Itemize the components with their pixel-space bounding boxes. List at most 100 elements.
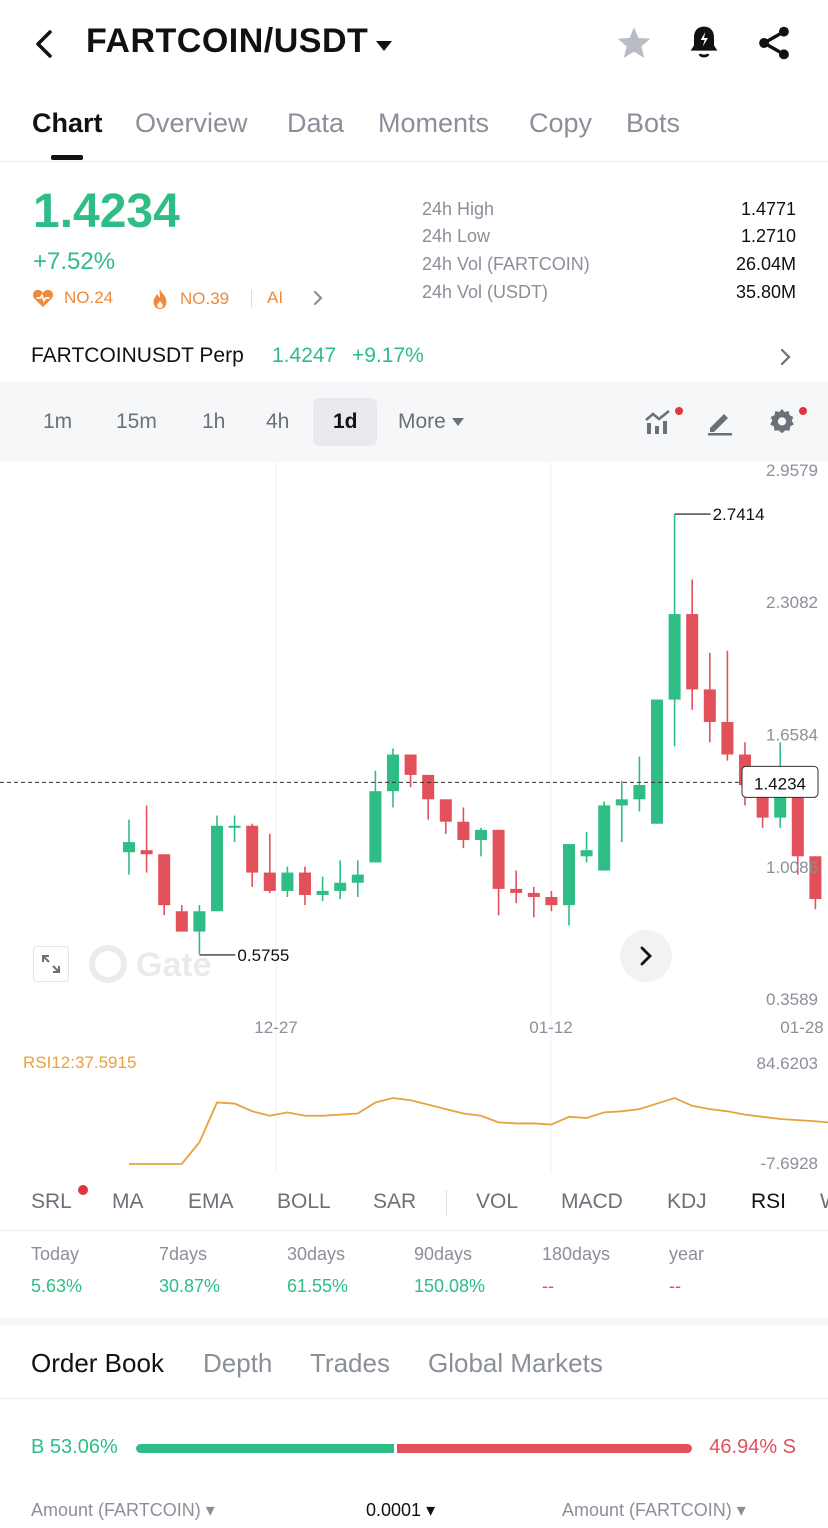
candle-body	[369, 791, 382, 863]
return-value-180d: --	[542, 1276, 554, 1296]
watermark-logo: Gate	[89, 945, 212, 984]
indicator-rsi[interactable]: RSI	[751, 1190, 787, 1213]
indicator-ma[interactable]: MA	[112, 1190, 144, 1213]
drawing-tool-button[interactable]	[706, 408, 734, 441]
rank-separator	[251, 290, 252, 308]
candle	[668, 514, 681, 747]
orderbook-col-ask-amount[interactable]: Amount (FARTCOIN) ▾	[562, 1500, 746, 1520]
candle	[334, 860, 347, 900]
candle-body	[598, 805, 611, 871]
rank-favorites-label: NO.24	[64, 288, 114, 307]
tab-bots[interactable]: Bots	[626, 108, 681, 138]
candle-body	[686, 614, 699, 690]
candle	[580, 831, 593, 863]
timeframe-1d[interactable]: 1d	[333, 410, 358, 433]
return-label-180d: 180days	[542, 1244, 611, 1264]
timeframe-1m[interactable]: 1m	[43, 410, 73, 433]
tab-trades[interactable]: Trades	[310, 1348, 390, 1378]
indicator-vol[interactable]: VOL	[476, 1190, 519, 1213]
orderbook-divider	[0, 1398, 828, 1399]
candle-body	[475, 829, 487, 841]
candle	[387, 748, 399, 808]
star-icon	[617, 27, 651, 58]
candle-body	[246, 825, 259, 873]
chevron-left-icon	[36, 30, 52, 58]
tab-copy[interactable]: Copy	[529, 108, 593, 138]
candle	[615, 780, 628, 843]
x-tick-label: 12-27	[254, 1018, 297, 1037]
price-alert-button[interactable]	[688, 24, 720, 65]
indicator-sar[interactable]: SAR	[373, 1190, 417, 1213]
candle-body	[651, 699, 663, 824]
tab-moments[interactable]: Moments	[378, 108, 490, 138]
tab-order-book[interactable]: Order Book	[31, 1348, 164, 1378]
candle-body	[140, 850, 153, 855]
tab-data[interactable]: Data	[287, 108, 345, 138]
tab-depth[interactable]: Depth	[203, 1348, 273, 1378]
timeframe-more[interactable]: More	[398, 410, 464, 434]
buy-ratio-bar	[136, 1444, 394, 1453]
high-marker-label: 2.7414	[713, 505, 765, 524]
pair-dropdown-button[interactable]	[376, 38, 392, 56]
candle	[193, 905, 206, 954]
candle	[475, 827, 487, 857]
fullscreen-button[interactable]	[33, 946, 69, 982]
indicator-srl[interactable]: SRL	[31, 1190, 72, 1213]
perp-change: +9.17%	[352, 344, 424, 367]
orderbook-col-bid-amount[interactable]: Amount (FARTCOIN) ▾	[31, 1500, 215, 1520]
candle-body	[263, 872, 276, 891]
caret-down-icon	[376, 41, 392, 51]
candle	[228, 815, 241, 843]
rank-badge-favorites[interactable]: NO.24	[32, 288, 113, 308]
candle-body	[492, 829, 505, 889]
candle	[457, 807, 470, 849]
timeframe-4h[interactable]: 4h	[266, 410, 290, 433]
y-tick-label: 0.3589	[766, 990, 818, 1009]
perp-name: FARTCOINUSDT Perp	[31, 344, 244, 367]
indicator-ema[interactable]: EMA	[188, 1190, 234, 1213]
candle	[299, 866, 311, 906]
indicator-macd[interactable]: MACD	[561, 1190, 623, 1213]
price-chart[interactable]: Gate 2.9579 2.3082 1.6584 1.0086 0.3589 12-2…	[0, 462, 828, 1172]
candle	[703, 652, 716, 743]
candle	[316, 876, 329, 902]
expand-icon	[42, 955, 60, 973]
candle-body	[545, 897, 558, 906]
ai-label: AI	[267, 288, 284, 307]
candle	[281, 866, 294, 898]
pair-title[interactable]: FARTCOIN/USDT	[86, 22, 369, 60]
timeframe-more-label: More	[398, 410, 446, 433]
share-button[interactable]	[757, 25, 791, 66]
section-gap	[0, 1318, 828, 1326]
orderbook-precision[interactable]: 0.0001 ▾	[366, 1500, 436, 1520]
scroll-to-latest-button[interactable]	[620, 930, 672, 982]
return-label-today: Today	[31, 1244, 80, 1264]
candle-body	[633, 785, 646, 800]
candle-body	[615, 799, 628, 806]
timeframe-1h[interactable]: 1h	[202, 410, 226, 433]
timeframe-bar	[0, 382, 828, 462]
timeframe-15m[interactable]: 15m	[116, 410, 157, 433]
caret-down-icon	[451, 418, 464, 426]
indicator-button[interactable]	[644, 408, 672, 441]
candle-body	[175, 911, 188, 932]
tab-global-markets[interactable]: Global Markets	[428, 1348, 603, 1378]
chart-settings-button[interactable]	[767, 407, 797, 442]
stat-label-low: 24h Low	[422, 226, 491, 246]
back-button[interactable]	[26, 26, 62, 62]
return-label-90d: 90days	[414, 1244, 473, 1264]
heart-icon	[32, 289, 54, 308]
candle-body	[351, 874, 364, 883]
candle-body	[404, 754, 417, 775]
candle	[369, 770, 382, 863]
tab-chart[interactable]: Chart	[32, 108, 103, 138]
indicator-kdj[interactable]: KDJ	[667, 1190, 707, 1213]
candle-body	[211, 825, 223, 912]
favorite-button[interactable]	[616, 26, 652, 65]
candle-body	[774, 797, 787, 818]
tab-overview[interactable]: Overview	[135, 108, 248, 138]
indicator-w[interactable]: W	[820, 1190, 828, 1214]
indicator-boll[interactable]: BOLL	[277, 1190, 331, 1213]
ai-link[interactable]: AI	[267, 288, 325, 308]
rank-badge-hot[interactable]: NO.39	[150, 288, 229, 310]
